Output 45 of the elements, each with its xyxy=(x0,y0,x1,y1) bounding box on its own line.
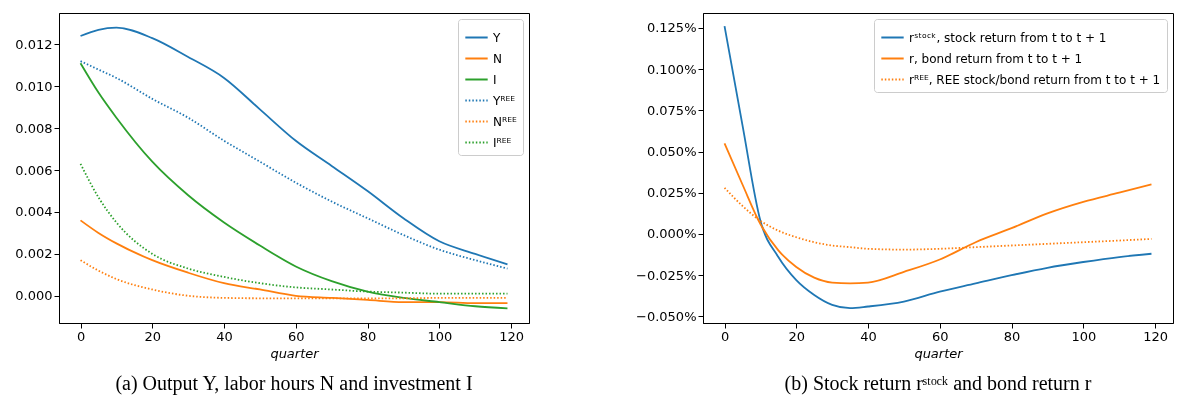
y-tick-label: 0.010 xyxy=(15,78,53,94)
line-series xyxy=(723,142,1153,285)
y-tick-label: 0.008 xyxy=(15,120,53,136)
x-tick-label: 100 xyxy=(1071,328,1097,344)
legend-label: r, bond return from t to t + 1 xyxy=(909,51,1083,66)
text: (b) Stock return rˢᵗᵒᶜᵏ and bond return r xyxy=(784,372,1092,395)
legend-label: rᴿᴱᴱ, REE stock/bond return from t to t + 1 xyxy=(909,72,1161,87)
x-tick-label: 120 xyxy=(1143,328,1168,344)
text: (a) Output Y, labor hours N and investment I xyxy=(115,372,473,395)
line-series xyxy=(79,219,509,304)
y-tick-label: 0.000 xyxy=(15,288,53,304)
y-tick-label: 0.125% xyxy=(646,20,697,36)
y-tick-label: 0.050% xyxy=(646,144,697,160)
y-tick-label: 0.004 xyxy=(15,204,53,220)
x-axis-title: quarter xyxy=(270,345,321,361)
y-tick-label: 0.006 xyxy=(15,162,53,178)
x-tick-label: 80 xyxy=(1003,328,1021,344)
y-tick-label: 0.012 xyxy=(15,36,53,52)
y-tick-label: 0.100% xyxy=(646,61,697,77)
line-series xyxy=(723,25,1153,310)
y-tick-label: 0.002 xyxy=(15,246,53,262)
legend-label: Y xyxy=(492,30,501,45)
y-tick-label: −0.050% xyxy=(636,308,697,324)
x-axis-title: quarter xyxy=(914,345,965,361)
y-tick-label: −0.025% xyxy=(636,267,697,283)
x-tick-label: 0 xyxy=(720,328,730,344)
x-tick-label: 40 xyxy=(860,328,877,344)
legend-label: I xyxy=(493,72,497,87)
legend-label: Iᴿᴱᴱ xyxy=(493,135,512,150)
x-tick-label: 60 xyxy=(932,328,949,344)
legend-label: Nᴿᴱᴱ xyxy=(493,114,517,129)
x-tick-label: 40 xyxy=(216,328,233,344)
legend-label: rˢᵗᵒᶜᵏ, stock return from t to t + 1 xyxy=(909,30,1107,45)
x-tick-label: 60 xyxy=(288,328,305,344)
legend-label: Yᴿᴱᴱ xyxy=(492,93,516,108)
legend-label: N xyxy=(493,51,502,66)
x-tick-label: 20 xyxy=(788,328,806,344)
y-tick-label: 0.025% xyxy=(646,185,697,201)
y-tick-label: 0.000% xyxy=(646,226,697,242)
x-tick-label: 100 xyxy=(427,328,453,344)
x-tick-label: 20 xyxy=(144,328,162,344)
x-tick-label: 120 xyxy=(499,328,524,344)
x-tick-label: 80 xyxy=(359,328,377,344)
x-tick-label: 0 xyxy=(76,328,86,344)
y-tick-label: 0.075% xyxy=(646,102,697,118)
